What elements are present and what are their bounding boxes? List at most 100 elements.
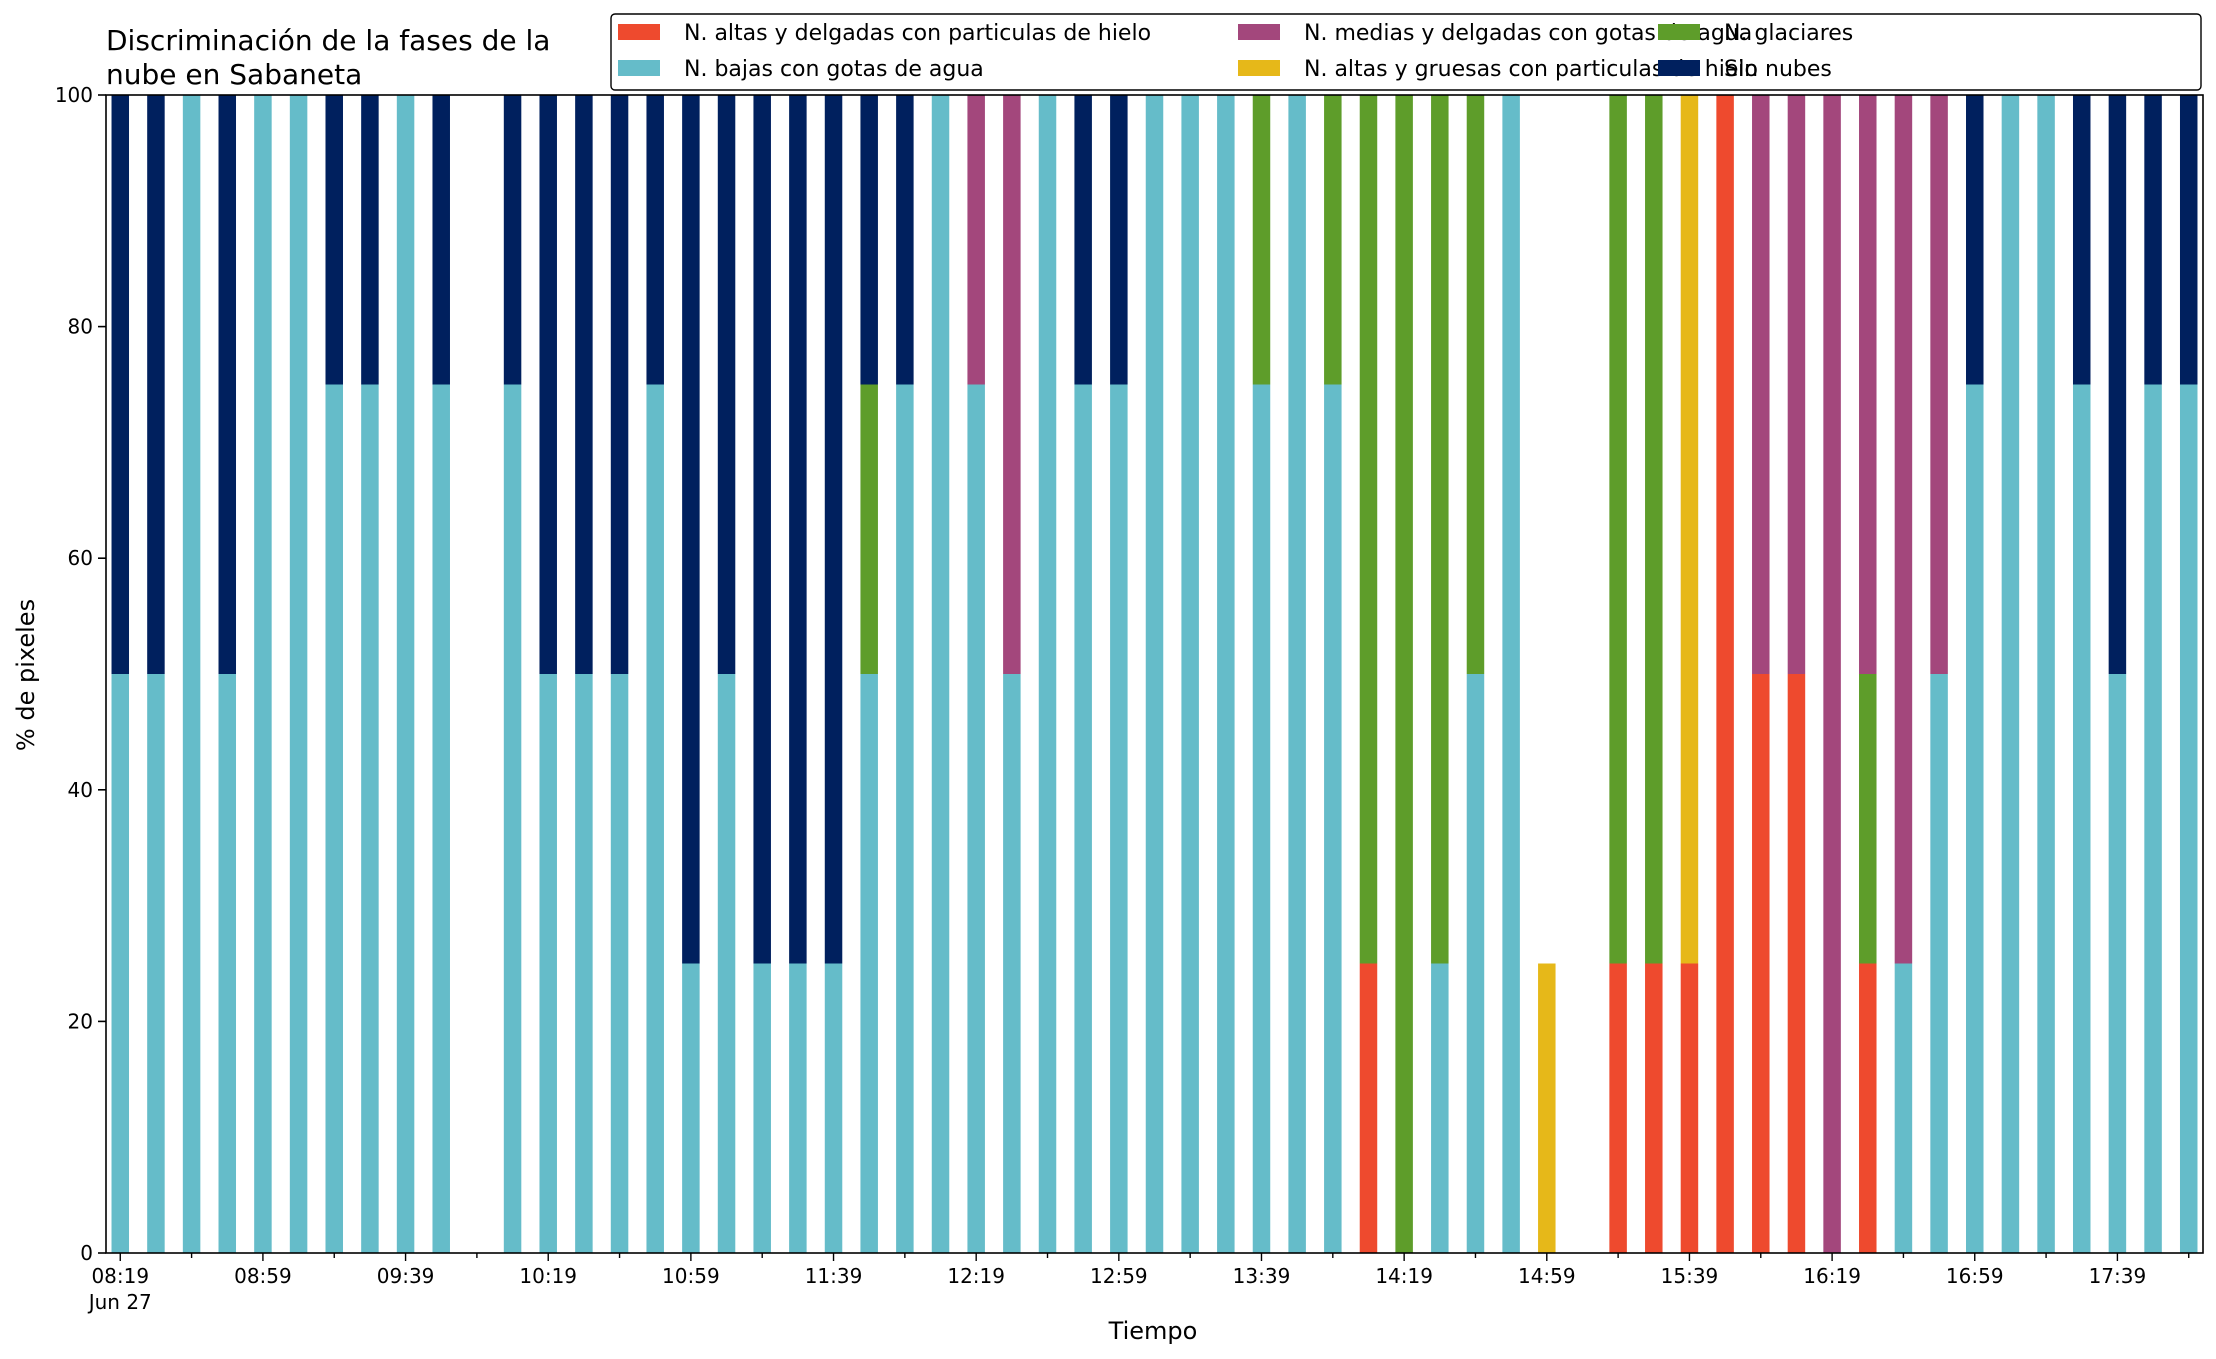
bar-segment-nbga-9 [432, 384, 450, 1253]
bar-segment-nbga-18 [789, 963, 807, 1253]
y-tick-label-5: 100 [55, 83, 93, 107]
bar-segment-ng-20 [860, 384, 878, 674]
bar-segment-andh-44 [1752, 674, 1770, 1253]
x-tick-label-4: 10:59 [662, 1264, 720, 1288]
x-tick-label-7: 12:59 [1090, 1264, 1148, 1288]
bar-segment-ng-35 [1395, 95, 1413, 1253]
bar-segment-nbga-30 [1217, 95, 1235, 1253]
bar-segment-sn-0 [111, 95, 130, 674]
bar-segment-sn-20 [860, 95, 878, 385]
bar-segment-sn-21 [896, 95, 914, 385]
bar-segment-nbga-23 [967, 384, 985, 1253]
bar-segment-sn-54 [2108, 95, 2127, 674]
bar-segment-ng-47 [1859, 674, 1877, 964]
bar-segment-nmdga-24 [1003, 95, 1021, 674]
bar-segment-sn-14 [646, 95, 664, 385]
bar-segment-ng-37 [1466, 95, 1485, 674]
bar-segment-nbga-11 [539, 674, 557, 1253]
x-tick-label-2: 09:39 [377, 1264, 435, 1288]
legend-frame [610, 13, 2202, 91]
chart-title-line-1: Discriminación de la fases de la [106, 24, 550, 57]
chart-title-line-2: nube en Sabaneta [106, 58, 362, 91]
bar-segment-sn-7 [361, 95, 379, 385]
x-tick-label-3: 10:19 [519, 1264, 577, 1288]
x-tick-sublabel-0: Jun 27 [87, 1290, 152, 1314]
bar-segment-sn-6 [325, 95, 343, 385]
x-tick-label-0: 08:19 [91, 1264, 149, 1288]
bar-segment-nbga-24 [1003, 674, 1021, 1253]
bar-segment-ng-36 [1431, 95, 1449, 964]
legend-swatch-nbga [618, 60, 660, 76]
bar-segment-sn-17 [753, 95, 771, 964]
bar-segment-nmdga-47 [1859, 95, 1877, 674]
bar-segment-ng-33 [1324, 95, 1342, 385]
bar-segment-nbga-20 [860, 674, 878, 1253]
bar-segment-sn-10 [503, 95, 522, 385]
bar-segment-nbga-8 [396, 95, 415, 1253]
legend-label-ng: N. glaciares [1724, 21, 1853, 46]
y-tick-label-0: 0 [80, 1241, 93, 1265]
bar-segment-nbga-26 [1074, 384, 1092, 1253]
bar-segment-nbga-0 [111, 674, 130, 1253]
x-tick-label-12: 16:19 [1803, 1264, 1861, 1288]
legend-swatch-andh [618, 24, 660, 40]
x-tick-label-9: 14:19 [1375, 1264, 1433, 1288]
bars-layer [111, 95, 2198, 1253]
bar-segment-angh-42 [1680, 95, 1699, 964]
bar-segment-sn-18 [789, 95, 807, 964]
bar-segment-andh-40 [1609, 963, 1627, 1253]
bar-segment-andh-34 [1359, 963, 1378, 1253]
bar-segment-nmdga-45 [1787, 95, 1806, 674]
bar-segment-sn-12 [575, 95, 593, 674]
bar-segment-nbga-32 [1288, 95, 1306, 1253]
bar-segment-nbga-15 [682, 963, 700, 1253]
bar-segment-sn-13 [610, 95, 629, 674]
bar-segment-andh-41 [1645, 963, 1663, 1253]
bar-segment-nbga-52 [2037, 95, 2055, 1253]
bar-segment-nbga-6 [325, 384, 343, 1253]
bar-segment-ng-31 [1252, 95, 1271, 385]
y-tick-label-1: 20 [68, 1009, 93, 1033]
bar-segment-ng-40 [1609, 95, 1627, 964]
bar-segment-nbga-7 [361, 384, 379, 1253]
bar-segment-sn-15 [682, 95, 700, 964]
bar-segment-sn-26 [1074, 95, 1092, 385]
bar-segment-sn-16 [717, 95, 736, 674]
plot-frame [105, 94, 2204, 1254]
y-tick-label-2: 40 [68, 778, 93, 802]
legend-label-nbga: N. bajas con gotas de agua [684, 57, 984, 82]
bar-segment-nbga-51 [2001, 95, 2020, 1253]
x-tick-label-11: 15:39 [1661, 1264, 1719, 1288]
bar-segment-nbga-22 [931, 95, 950, 1253]
bar-segment-sn-19 [824, 95, 843, 964]
bar-segment-nbga-53 [2072, 384, 2091, 1253]
bar-segment-nmdga-49 [1930, 95, 1948, 674]
bar-segment-nbga-54 [2108, 674, 2127, 1253]
bar-segment-nbga-21 [896, 384, 914, 1253]
bar-segment-sn-56 [2179, 95, 2198, 385]
bar-segment-nmdga-44 [1752, 95, 1770, 674]
bar-segment-nbga-48 [1894, 963, 1913, 1253]
x-axis-label: Tiempo [1108, 1317, 1198, 1345]
bar-segment-sn-27 [1110, 95, 1128, 385]
bar-segment-nbga-1 [147, 674, 165, 1253]
legend-label-sn: Sin nubes [1724, 57, 1832, 82]
bar-segment-nbga-33 [1324, 384, 1342, 1253]
legend-swatch-ng [1658, 24, 1700, 40]
bar-segment-sn-3 [218, 95, 237, 674]
x-tick-label-5: 11:39 [805, 1264, 863, 1288]
bar-segment-ng-34 [1359, 95, 1378, 964]
bar-segment-andh-42 [1680, 963, 1699, 1253]
bar-segment-nmdga-48 [1894, 95, 1913, 964]
bar-segment-nbga-55 [2144, 384, 2162, 1253]
bar-segment-nbga-5 [289, 95, 308, 1253]
bar-segment-nmdga-46 [1823, 95, 1841, 1253]
bar-segment-sn-11 [539, 95, 557, 674]
bar-segment-nbga-4 [254, 95, 272, 1253]
bar-segment-nbga-17 [753, 963, 771, 1253]
bar-segment-nbga-12 [575, 674, 593, 1253]
legend-swatch-angh [1238, 60, 1280, 76]
legend-swatch-nmdga [1238, 24, 1280, 40]
x-tick-label-8: 13:39 [1233, 1264, 1291, 1288]
